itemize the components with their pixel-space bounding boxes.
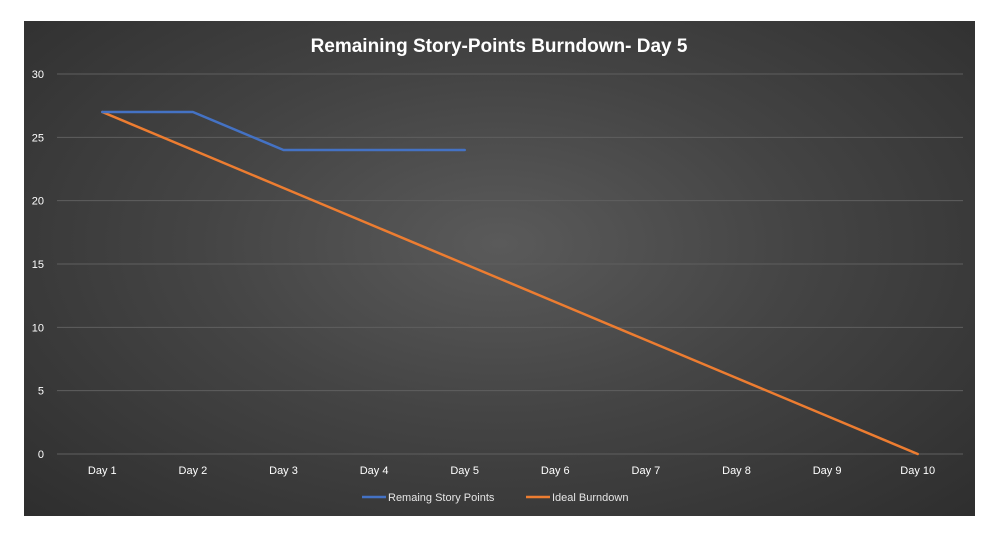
x-tick-label: Day 6	[541, 465, 570, 477]
y-tick-label: 5	[38, 386, 44, 398]
y-tick-label: 15	[32, 259, 44, 271]
x-tick-label: Day 9	[813, 465, 842, 477]
y-axis-ticks: 0 5 10 15 20 25 30	[32, 69, 44, 461]
y-tick-label: 25	[32, 132, 44, 144]
gridlines	[57, 73, 963, 455]
legend-label: Remaing Story Points	[388, 492, 495, 504]
x-tick-label: Day 4	[360, 465, 389, 477]
chart-area	[24, 21, 975, 516]
series-line	[101, 110, 466, 152]
x-tick-label: Day 8	[722, 465, 751, 477]
y-tick-label: 0	[38, 449, 44, 461]
legend: Remaing Story Points Ideal Burndown	[362, 492, 628, 504]
x-tick-label: Day 7	[632, 465, 661, 477]
x-tick-label: Day 1	[88, 465, 117, 477]
x-tick-label: Day 3	[269, 465, 298, 477]
y-tick-label: 20	[32, 196, 44, 208]
y-tick-label: 30	[32, 69, 44, 81]
x-axis-ticks: Day 1 Day 2 Day 3 Day 4 Day 5 Day 6 Day 7 Day 8…	[88, 465, 935, 477]
series-line	[101, 110, 919, 456]
x-tick-label: Day 5	[450, 465, 479, 477]
series-lines	[101, 110, 919, 456]
y-tick-label: 10	[32, 322, 44, 334]
legend-label: Ideal Burndown	[552, 492, 628, 504]
x-tick-label: Day 2	[179, 465, 208, 477]
chart-title: Remaining Story-Points Burndown- Day 5	[311, 36, 688, 57]
x-tick-label: Day 10	[900, 465, 935, 477]
